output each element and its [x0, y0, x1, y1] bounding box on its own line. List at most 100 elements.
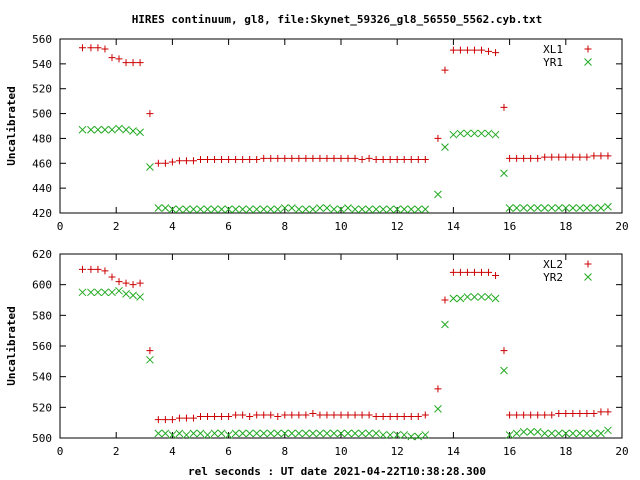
data-point-xl2	[87, 265, 95, 273]
legend-marker	[584, 58, 592, 66]
data-point-xl2	[576, 409, 584, 417]
data-point-xl2	[330, 411, 338, 419]
y-tick-label: 580	[32, 309, 52, 322]
data-point-xl1	[421, 156, 429, 164]
data-point-yr1	[330, 205, 338, 214]
legend-label: YR1	[543, 56, 563, 69]
data-point-yr2	[500, 366, 508, 375]
data-point-yr1	[101, 125, 109, 134]
data-point-yr2	[294, 429, 303, 438]
data-point-xl1	[204, 156, 212, 164]
data-point-yr1	[365, 205, 373, 214]
data-point-xl2	[351, 411, 359, 419]
series-XL1	[78, 44, 612, 167]
data-point-xl1	[506, 154, 514, 162]
data-point-yr1	[280, 204, 289, 212]
data-point-yr2	[379, 431, 388, 439]
data-point-xl1	[246, 156, 254, 164]
data-point-yr1	[379, 205, 388, 214]
y-tick-label: 540	[32, 58, 52, 71]
x-tick-label: 14	[447, 445, 461, 458]
y-tick-label: 600	[32, 279, 52, 292]
y-tick-label: 560	[32, 33, 52, 46]
data-point-xl1	[316, 154, 324, 162]
data-point-xl2	[323, 411, 331, 419]
data-point-xl1	[358, 156, 366, 164]
data-point-yr1	[470, 129, 479, 138]
data-point-yr1	[129, 127, 137, 135]
data-point-xl2	[189, 414, 197, 422]
y-axis-label: Uncalibrated	[5, 86, 18, 165]
data-point-yr2	[393, 431, 402, 439]
data-point-yr1	[87, 125, 95, 134]
data-point-yr2	[597, 429, 605, 438]
series-YR1	[78, 124, 612, 214]
data-point-yr2	[280, 429, 289, 438]
data-point-xl1	[407, 156, 415, 164]
data-point-xl2	[470, 268, 478, 276]
y-tick-label: 520	[32, 401, 52, 414]
data-point-xl2	[115, 278, 123, 286]
data-point-xl1	[267, 154, 275, 162]
data-point-xl1	[175, 157, 183, 165]
legend-marker	[584, 273, 592, 281]
data-point-yr2	[463, 293, 472, 301]
data-point-xl2	[161, 416, 169, 424]
x-tick-label: 4	[169, 445, 176, 458]
data-point-xl1	[534, 154, 542, 162]
data-point-yr2	[245, 429, 254, 438]
data-point-yr2	[456, 294, 465, 303]
data-point-yr2	[161, 429, 170, 438]
x-tick-label: 2	[113, 445, 120, 458]
data-point-xl1	[239, 156, 247, 164]
data-point-xl1	[441, 66, 449, 74]
data-point-yr1	[554, 204, 563, 212]
data-point-xl1	[597, 152, 605, 160]
data-point-yr1	[302, 205, 310, 214]
data-point-yr1	[108, 125, 116, 134]
data-point-yr1	[224, 205, 233, 214]
data-point-yr1	[154, 204, 163, 212]
data-point-xl2	[541, 411, 549, 419]
data-point-xl1	[146, 110, 154, 118]
data-point-yr1	[533, 204, 542, 212]
data-point-xl2	[421, 411, 429, 419]
data-point-yr1	[323, 204, 331, 212]
x-axis-label: rel seconds : UT date 2021-04-22T10:38:2…	[188, 465, 486, 478]
data-point-yr1	[273, 205, 282, 214]
data-point-xl2	[337, 411, 345, 419]
data-point-xl2	[527, 411, 535, 419]
data-point-xl2	[555, 409, 563, 417]
data-point-xl1	[569, 153, 577, 161]
data-point-xl2	[253, 411, 261, 419]
data-point-xl2	[604, 408, 612, 416]
data-point-yr1	[393, 205, 402, 214]
data-point-xl1	[154, 159, 162, 167]
data-point-xl2	[218, 413, 226, 421]
data-point-yr1	[252, 205, 261, 214]
data-point-xl1	[122, 59, 130, 67]
data-point-xl2	[386, 413, 394, 421]
data-point-xl2	[94, 265, 102, 273]
data-point-xl1	[274, 154, 282, 162]
data-point-xl1	[189, 157, 197, 165]
data-point-xl1	[449, 46, 457, 54]
data-point-yr2	[224, 431, 233, 439]
data-point-yr1	[161, 204, 170, 212]
data-point-yr2	[94, 288, 102, 297]
data-point-xl1	[513, 154, 521, 162]
data-point-xl1	[309, 154, 317, 162]
data-point-yr2	[583, 429, 591, 438]
data-point-xl1	[470, 46, 478, 54]
x-tick-label: 10	[334, 220, 347, 233]
data-point-yr1	[372, 205, 380, 214]
legend-label: XL2	[543, 258, 563, 271]
data-point-yr1	[484, 129, 493, 138]
data-point-xl2	[122, 279, 130, 287]
data-point-yr1	[526, 204, 535, 212]
data-point-yr2	[196, 429, 205, 438]
data-point-xl2	[372, 413, 380, 421]
data-point-yr2	[252, 429, 261, 438]
data-point-xl2	[154, 416, 162, 424]
data-point-xl1	[302, 154, 310, 162]
